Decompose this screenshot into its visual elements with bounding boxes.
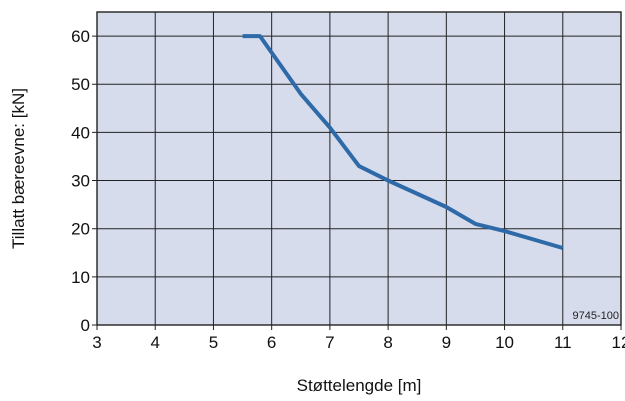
x-tick-label: 5 [209, 333, 218, 352]
x-tick-label: 3 [92, 333, 101, 352]
x-axis-title: Støttelengde [m] [297, 376, 422, 395]
x-tick-label: 6 [267, 333, 276, 352]
y-axis-title: Tillatt bæreevne: [kN] [9, 88, 28, 249]
y-tick-label: 0 [81, 316, 90, 335]
x-tick-label: 9 [442, 333, 451, 352]
y-tick-label: 60 [71, 27, 90, 46]
series-lines [242, 34, 564, 250]
x-tick-label: 11 [554, 333, 572, 352]
plot-background [96, 11, 622, 326]
x-tick-label: 10 [495, 333, 514, 352]
y-tick-label: 20 [71, 220, 90, 239]
series-line [242, 34, 564, 250]
x-tick-labels: 3 4 5 6 7 8 9 10 11 12 [92, 333, 625, 352]
x-tick-label: 7 [325, 333, 334, 352]
figure-code: 9745-100 [573, 310, 620, 322]
y-tick-label: 40 [71, 123, 90, 142]
x-tick-label: 4 [150, 333, 159, 352]
x-tick-label: 8 [383, 333, 392, 352]
y-tick-labels: 0 10 20 30 40 50 60 [71, 27, 90, 335]
x-tick-label: 12 [612, 333, 625, 352]
y-tick-label: 50 [71, 75, 90, 94]
y-tick-label: 10 [71, 268, 90, 287]
y-tick-label: 30 [71, 172, 90, 191]
grid [92, 12, 622, 330]
